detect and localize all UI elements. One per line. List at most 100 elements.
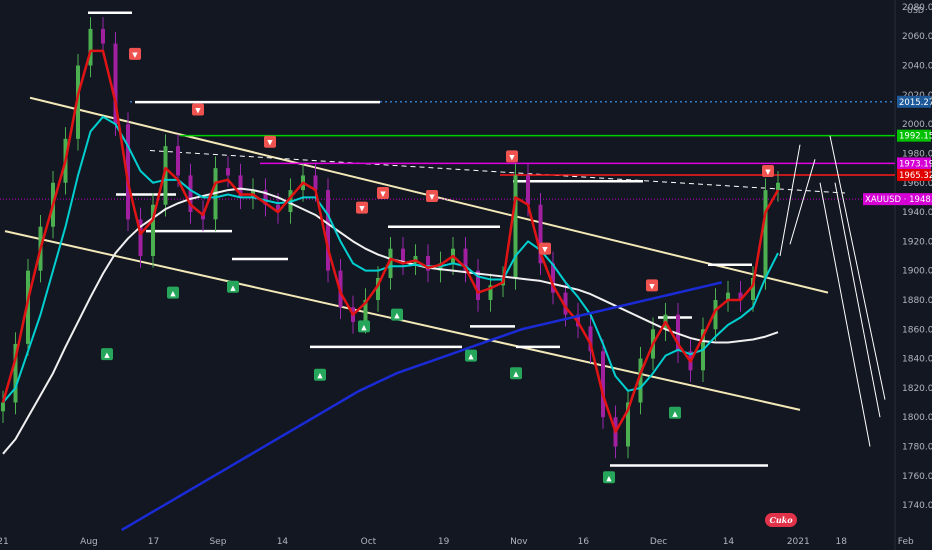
candle-body bbox=[26, 270, 30, 344]
sell-signal-marker bbox=[762, 165, 774, 178]
sell-signal-marker bbox=[356, 201, 368, 214]
candle-body bbox=[763, 190, 768, 278]
sell-signal-marker bbox=[377, 187, 389, 200]
sell-signal-glyph: ▼ bbox=[429, 193, 435, 201]
x-tick-label: 19 bbox=[438, 537, 450, 547]
buy-signal-glyph: ▲ bbox=[468, 353, 474, 361]
candle-body bbox=[513, 175, 518, 278]
y-tick-label: 1820.00 bbox=[902, 384, 932, 394]
y-tick-label: 1740.00 bbox=[902, 501, 932, 511]
y-tick-label: 1980.00 bbox=[902, 149, 932, 159]
candle-body bbox=[363, 299, 368, 322]
y-tick-label: 1960.00 bbox=[902, 179, 932, 189]
blue-moving-average-line bbox=[121, 281, 723, 532]
buy-signal-glyph: ▲ bbox=[513, 370, 519, 378]
projection-arrow[interactable] bbox=[834, 182, 881, 418]
candle-body bbox=[463, 248, 468, 271]
buy-signal-marker bbox=[603, 471, 615, 484]
x-tick-label: Feb bbox=[898, 537, 914, 547]
candle-body bbox=[163, 146, 168, 205]
price-axis-tag bbox=[897, 168, 931, 181]
x-tick-label: 14 bbox=[277, 537, 289, 547]
sell-signal-glyph: ▼ bbox=[509, 153, 515, 161]
watermark-logo: Cuko bbox=[765, 513, 797, 527]
y-tick-label: 2040.00 bbox=[902, 62, 932, 72]
projection-arrow[interactable] bbox=[779, 144, 801, 257]
candle-body bbox=[313, 175, 318, 191]
buy-signal-marker bbox=[510, 367, 522, 380]
buy-signal-marker bbox=[669, 406, 681, 419]
sell-signal-marker bbox=[426, 189, 438, 202]
buy-signal-marker bbox=[314, 368, 326, 381]
candle-body bbox=[551, 263, 555, 293]
price-axis-tag-label: 1992.15 bbox=[899, 132, 932, 142]
x-tick-label: 16 bbox=[578, 537, 590, 547]
channel-lower-line[interactable] bbox=[4, 230, 801, 411]
price-axis-tag bbox=[897, 157, 931, 170]
y-tick-label: 1900.00 bbox=[902, 267, 932, 277]
x-tick-label: Sep bbox=[209, 537, 226, 547]
buy-signal-glyph: ▲ bbox=[317, 372, 323, 380]
y-tick-label: 2000.00 bbox=[902, 120, 932, 130]
buy-signal-glyph: ▲ bbox=[230, 284, 236, 292]
candle-body bbox=[101, 28, 105, 44]
buy-signal-marker bbox=[465, 349, 477, 362]
y-tick-label: 1760.00 bbox=[902, 472, 932, 482]
buy-signal-glyph: ▲ bbox=[361, 323, 367, 331]
price-axis-tag-label: 2015.27 bbox=[899, 98, 932, 108]
y-tick-label: 1940.00 bbox=[902, 208, 932, 218]
candle-body bbox=[188, 175, 193, 213]
sell-signal-marker bbox=[506, 150, 518, 163]
x-tick-label: 21 bbox=[0, 537, 9, 547]
sell-signal-glyph: ▼ bbox=[542, 246, 548, 254]
x-tick-label: 18 bbox=[836, 537, 848, 547]
sell-signal-marker bbox=[539, 242, 551, 255]
candle-body bbox=[526, 175, 530, 205]
x-tick-label: 14 bbox=[723, 537, 735, 547]
y-tick-label: 1920.00 bbox=[902, 237, 932, 247]
candle-body bbox=[726, 292, 730, 300]
candle-body bbox=[388, 248, 393, 278]
candle-body bbox=[263, 190, 268, 205]
currency-label: USD bbox=[907, 6, 925, 15]
candle-body bbox=[476, 270, 480, 300]
candle-body bbox=[88, 28, 93, 66]
candle-body bbox=[751, 277, 755, 300]
price-axis-tag bbox=[897, 129, 931, 142]
x-tick-label: Oct bbox=[361, 537, 377, 547]
candle-body bbox=[401, 248, 405, 264]
candle-body bbox=[638, 358, 643, 403]
x-tick-label: Aug bbox=[80, 537, 98, 547]
buy-signal-glyph: ▲ bbox=[170, 290, 176, 298]
candle-body bbox=[226, 168, 230, 176]
candle-body bbox=[776, 182, 780, 191]
projection-arrow[interactable] bbox=[829, 135, 886, 400]
candle-body bbox=[376, 277, 380, 300]
sell-signal-marker bbox=[646, 279, 658, 292]
projection-arrow[interactable] bbox=[819, 182, 871, 447]
buy-signal-marker bbox=[101, 348, 113, 361]
candle-body bbox=[138, 219, 143, 257]
candle-body bbox=[426, 256, 430, 271]
price-axis-tag-label: 1965.32 bbox=[899, 171, 932, 181]
buy-signal-marker bbox=[167, 286, 179, 299]
sell-signal-glyph: ▼ bbox=[359, 205, 365, 213]
candle-body bbox=[176, 146, 180, 176]
projection-arrow[interactable] bbox=[789, 159, 816, 245]
dashed-trend-line[interactable] bbox=[149, 150, 846, 194]
white-moving-average-line bbox=[2, 187, 779, 455]
sell-signal-glyph: ▼ bbox=[649, 282, 655, 290]
price-axis-tag bbox=[897, 95, 931, 108]
x-tick-label: Nov bbox=[510, 537, 528, 547]
price-axis-tag-label: 1973.19 bbox=[899, 159, 932, 169]
x-tick-label: 17 bbox=[148, 537, 159, 547]
candle-body bbox=[326, 190, 330, 271]
buy-signal-glyph: ▲ bbox=[104, 351, 110, 359]
candle-body bbox=[488, 285, 493, 300]
sell-signal-marker bbox=[129, 47, 141, 60]
candle-body bbox=[113, 43, 118, 125]
y-tick-label: 2060.00 bbox=[902, 32, 932, 42]
buy-signal-marker bbox=[391, 308, 403, 321]
